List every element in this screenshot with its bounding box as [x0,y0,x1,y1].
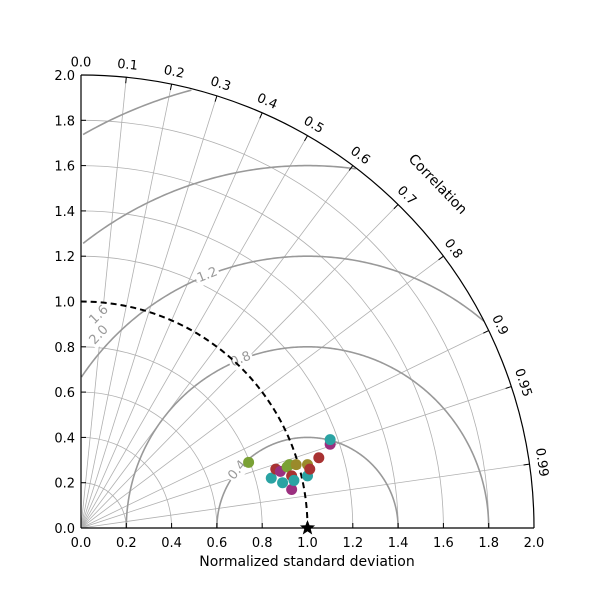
x-tick-label: 0.8 [252,536,273,551]
y-tick-label: 0.2 [54,477,75,492]
rms-contour [80,255,485,378]
correlation-tick [393,204,399,210]
correlation-tick-label: 0.3 [208,74,232,95]
x-tick-label: 0.2 [116,536,137,551]
correlation-tick-label: 0.0 [71,56,92,71]
rms-label-background [226,347,255,372]
y-tick-label: 2.0 [54,69,75,84]
correlation-tick [214,95,218,102]
std-grid-arc [80,482,127,529]
data-point [265,472,277,484]
outer-correlation-arc [80,74,535,529]
y-tick-label: 0.8 [54,341,75,356]
correlation-tick [483,330,489,334]
std-grid-arc [80,210,399,529]
rms-contour [82,164,356,245]
data-point [313,452,325,464]
x-tick-label: 0.4 [161,536,182,551]
correlation-tick [169,84,173,91]
correlation-tick [438,255,444,261]
correlation-ray [80,135,308,529]
x-tick-label: 2.0 [524,536,545,551]
correlation-tick-label: 0.99 [532,447,551,478]
correlation-tick [348,165,354,171]
x-tick-label: 1.4 [388,536,409,551]
data-point [324,434,336,446]
data-point [286,483,298,495]
std-grid-arc [80,346,263,529]
reference-std-arc [80,300,309,529]
x-tick-label: 1.2 [342,536,363,551]
correlation-tick [304,135,308,142]
reference-star-marker [299,520,316,535]
data-point [277,477,289,489]
correlation-tick [523,463,530,466]
correlation-tick [259,112,263,119]
correlation-tick-label: 0.2 [162,63,185,82]
correlation-tick [505,386,512,389]
correlation-tick-label: 0.95 [511,367,534,399]
correlation-tick-label: 0.1 [116,57,138,74]
rms-label-background [85,320,114,350]
correlation-ray [80,95,218,529]
y-tick-label: 1.8 [54,114,75,129]
y-tick-label: 1.2 [54,250,75,265]
reference-layer [80,300,309,529]
correlation-axis-title: Correlation [405,151,470,218]
rms-label-background [193,263,222,288]
x-axis-title: Normalized standard deviation [199,554,414,570]
x-tick-label: 1.8 [478,536,499,551]
rms-contour-label: 0.8 [228,349,253,371]
correlation-ray [80,165,354,529]
data-point [243,456,255,468]
y-tick-label: 1.4 [54,205,75,220]
std-grid-arc [80,165,444,529]
std-grid-arc [80,255,354,529]
correlation-tick [125,77,127,84]
x-tick-label: 1.6 [433,536,454,551]
x-tick-label: 0.0 [71,536,92,551]
y-tick-label: 0.4 [54,431,75,446]
y-tick-label: 1.6 [54,160,75,175]
data-point [290,459,302,471]
correlation-tick-label: 0.4 [255,91,280,113]
std-grid-arc [80,119,490,529]
y-tick-label: 0.0 [54,522,75,537]
x-tick-label: 1.0 [297,536,318,551]
y-tick-label: 0.6 [54,386,75,401]
rms-label-background [84,300,114,330]
std-grid-arc [80,391,218,529]
x-tick-label: 0.6 [207,536,228,551]
rms-contour [125,345,490,529]
data-point [288,474,300,486]
rms-contour [216,436,399,528]
rms-contour-layer: 0.40.81.21.62.0 [80,89,490,529]
rms-contour [82,89,192,136]
rms-contour-label: 1.2 [195,265,220,287]
data-point [304,463,316,475]
points-layer [243,434,336,535]
y-tick-label: 1.0 [54,296,75,311]
correlation-tick-label: 0.9 [488,313,511,338]
